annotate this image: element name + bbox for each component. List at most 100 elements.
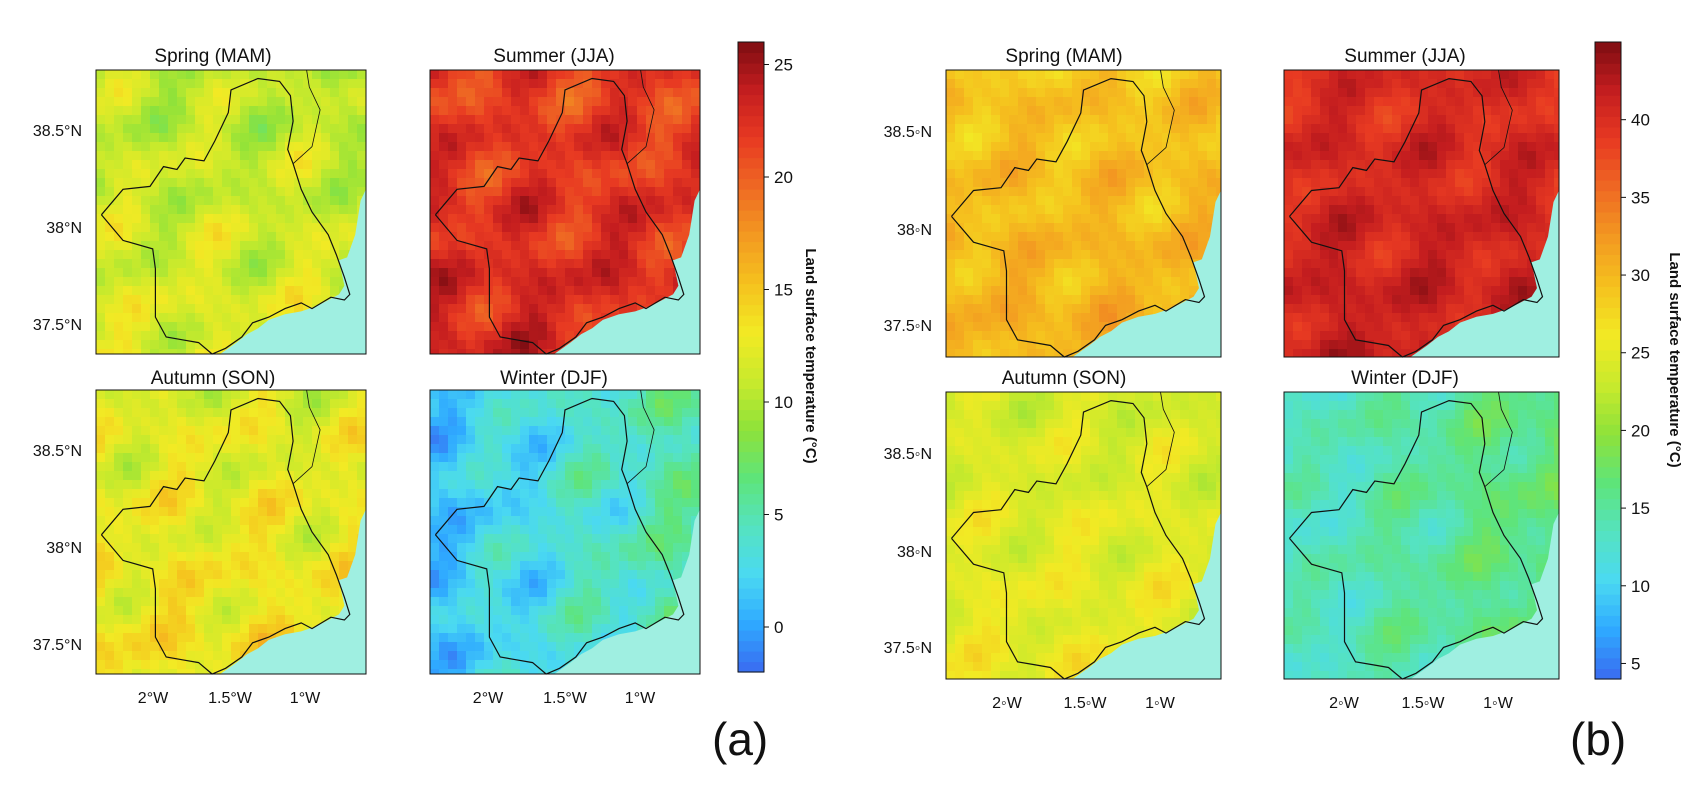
temperature-cell [348, 106, 358, 116]
temperature-cell [538, 543, 548, 553]
temperature-cell [1180, 178, 1190, 188]
temperature-cell [1072, 304, 1082, 314]
temperature-cell [637, 79, 647, 89]
temperature-cell [583, 205, 593, 215]
temperature-cell [105, 534, 115, 544]
temperature-cell [448, 214, 458, 224]
temperature-cell [529, 516, 539, 526]
temperature-cell [1054, 97, 1064, 107]
temperature-cell [502, 642, 512, 652]
temperature-cell [294, 570, 304, 580]
temperature-cell [430, 390, 440, 400]
temperature-cell [466, 277, 476, 287]
temperature-cell [1365, 70, 1375, 80]
temperature-cell [592, 196, 602, 206]
temperature-cell [186, 642, 196, 652]
temperature-cell [231, 417, 241, 427]
temperature-cell [105, 660, 115, 670]
temperature-cell [1180, 268, 1190, 278]
temperature-cell [258, 178, 268, 188]
temperature-cell [475, 444, 485, 454]
temperature-cell [637, 579, 647, 589]
temperature-cell [195, 462, 205, 472]
temperature-cell [583, 579, 593, 589]
temperature-cell [493, 552, 503, 562]
temperature-cell [222, 606, 232, 616]
temperature-cell [520, 660, 530, 670]
temperature-cell [484, 268, 494, 278]
temperature-cell [448, 552, 458, 562]
temperature-cell [439, 426, 449, 436]
colorbar-segment [738, 546, 764, 558]
temperature-cell [141, 489, 151, 499]
temperature-cell [646, 250, 656, 260]
temperature-cell [484, 453, 494, 463]
temperature-cell [448, 660, 458, 670]
temperature-cell [466, 268, 476, 278]
temperature-cell [168, 462, 178, 472]
temperature-cell [276, 588, 286, 598]
temperature-cell [285, 606, 295, 616]
temperature-cell [529, 453, 539, 463]
temperature-cell [520, 340, 530, 350]
temperature-cell [1126, 187, 1136, 197]
temperature-cell [195, 489, 205, 499]
temperature-cell [484, 462, 494, 472]
temperature-cell [123, 417, 133, 427]
temperature-cell [502, 322, 512, 332]
temperature-cell [204, 268, 214, 278]
temperature-cell [186, 340, 196, 350]
temperature-cell [186, 660, 196, 670]
temperature-cell [973, 205, 983, 215]
temperature-cell [529, 349, 539, 355]
temperature-cell [348, 169, 358, 179]
temperature-cell [457, 88, 467, 98]
temperature-cell [276, 223, 286, 233]
temperature-cell [529, 250, 539, 260]
temperature-cell [583, 169, 593, 179]
temperature-cell [610, 579, 620, 589]
temperature-cell [1036, 169, 1046, 179]
temperature-cell [213, 124, 223, 134]
temperature-cell [1090, 277, 1100, 287]
temperature-cell [348, 214, 358, 224]
temperature-cell [502, 70, 512, 80]
temperature-cell [574, 597, 584, 607]
temperature-cell [1045, 124, 1055, 134]
temperature-cell [475, 304, 485, 314]
temperature-cell [339, 444, 349, 454]
temperature-cell [1180, 169, 1190, 179]
temperature-cell [466, 106, 476, 116]
temperature-cell [664, 426, 674, 436]
temperature-cell [628, 453, 638, 463]
temperature-cell [312, 124, 322, 134]
temperature-cell [177, 651, 187, 661]
temperature-cell [168, 507, 178, 517]
temperature-cell [177, 187, 187, 197]
temperature-cell [204, 408, 214, 418]
temperature-cell [574, 187, 584, 197]
temperature-cell [123, 435, 133, 445]
temperature-cell [556, 178, 566, 188]
temperature-cell [664, 169, 674, 179]
temperature-cell [105, 250, 115, 260]
temperature-cell [1153, 295, 1163, 305]
temperature-cell [565, 525, 575, 535]
temperature-cell [1144, 178, 1154, 188]
temperature-cell [177, 349, 187, 355]
temperature-cell [628, 286, 638, 296]
temperature-cell [682, 160, 692, 170]
temperature-cell [520, 169, 530, 179]
temperature-cell [646, 295, 656, 305]
temperature-cell [231, 480, 241, 490]
temperature-cell [547, 462, 557, 472]
temperature-cell [964, 268, 974, 278]
temperature-cell [186, 435, 196, 445]
temperature-cell [159, 79, 169, 89]
temperature-cell [691, 97, 701, 107]
temperature-cell [547, 633, 557, 643]
sea-area [220, 189, 366, 354]
temperature-cell [439, 669, 449, 675]
temperature-cell [195, 480, 205, 490]
temperature-cell [96, 570, 106, 580]
